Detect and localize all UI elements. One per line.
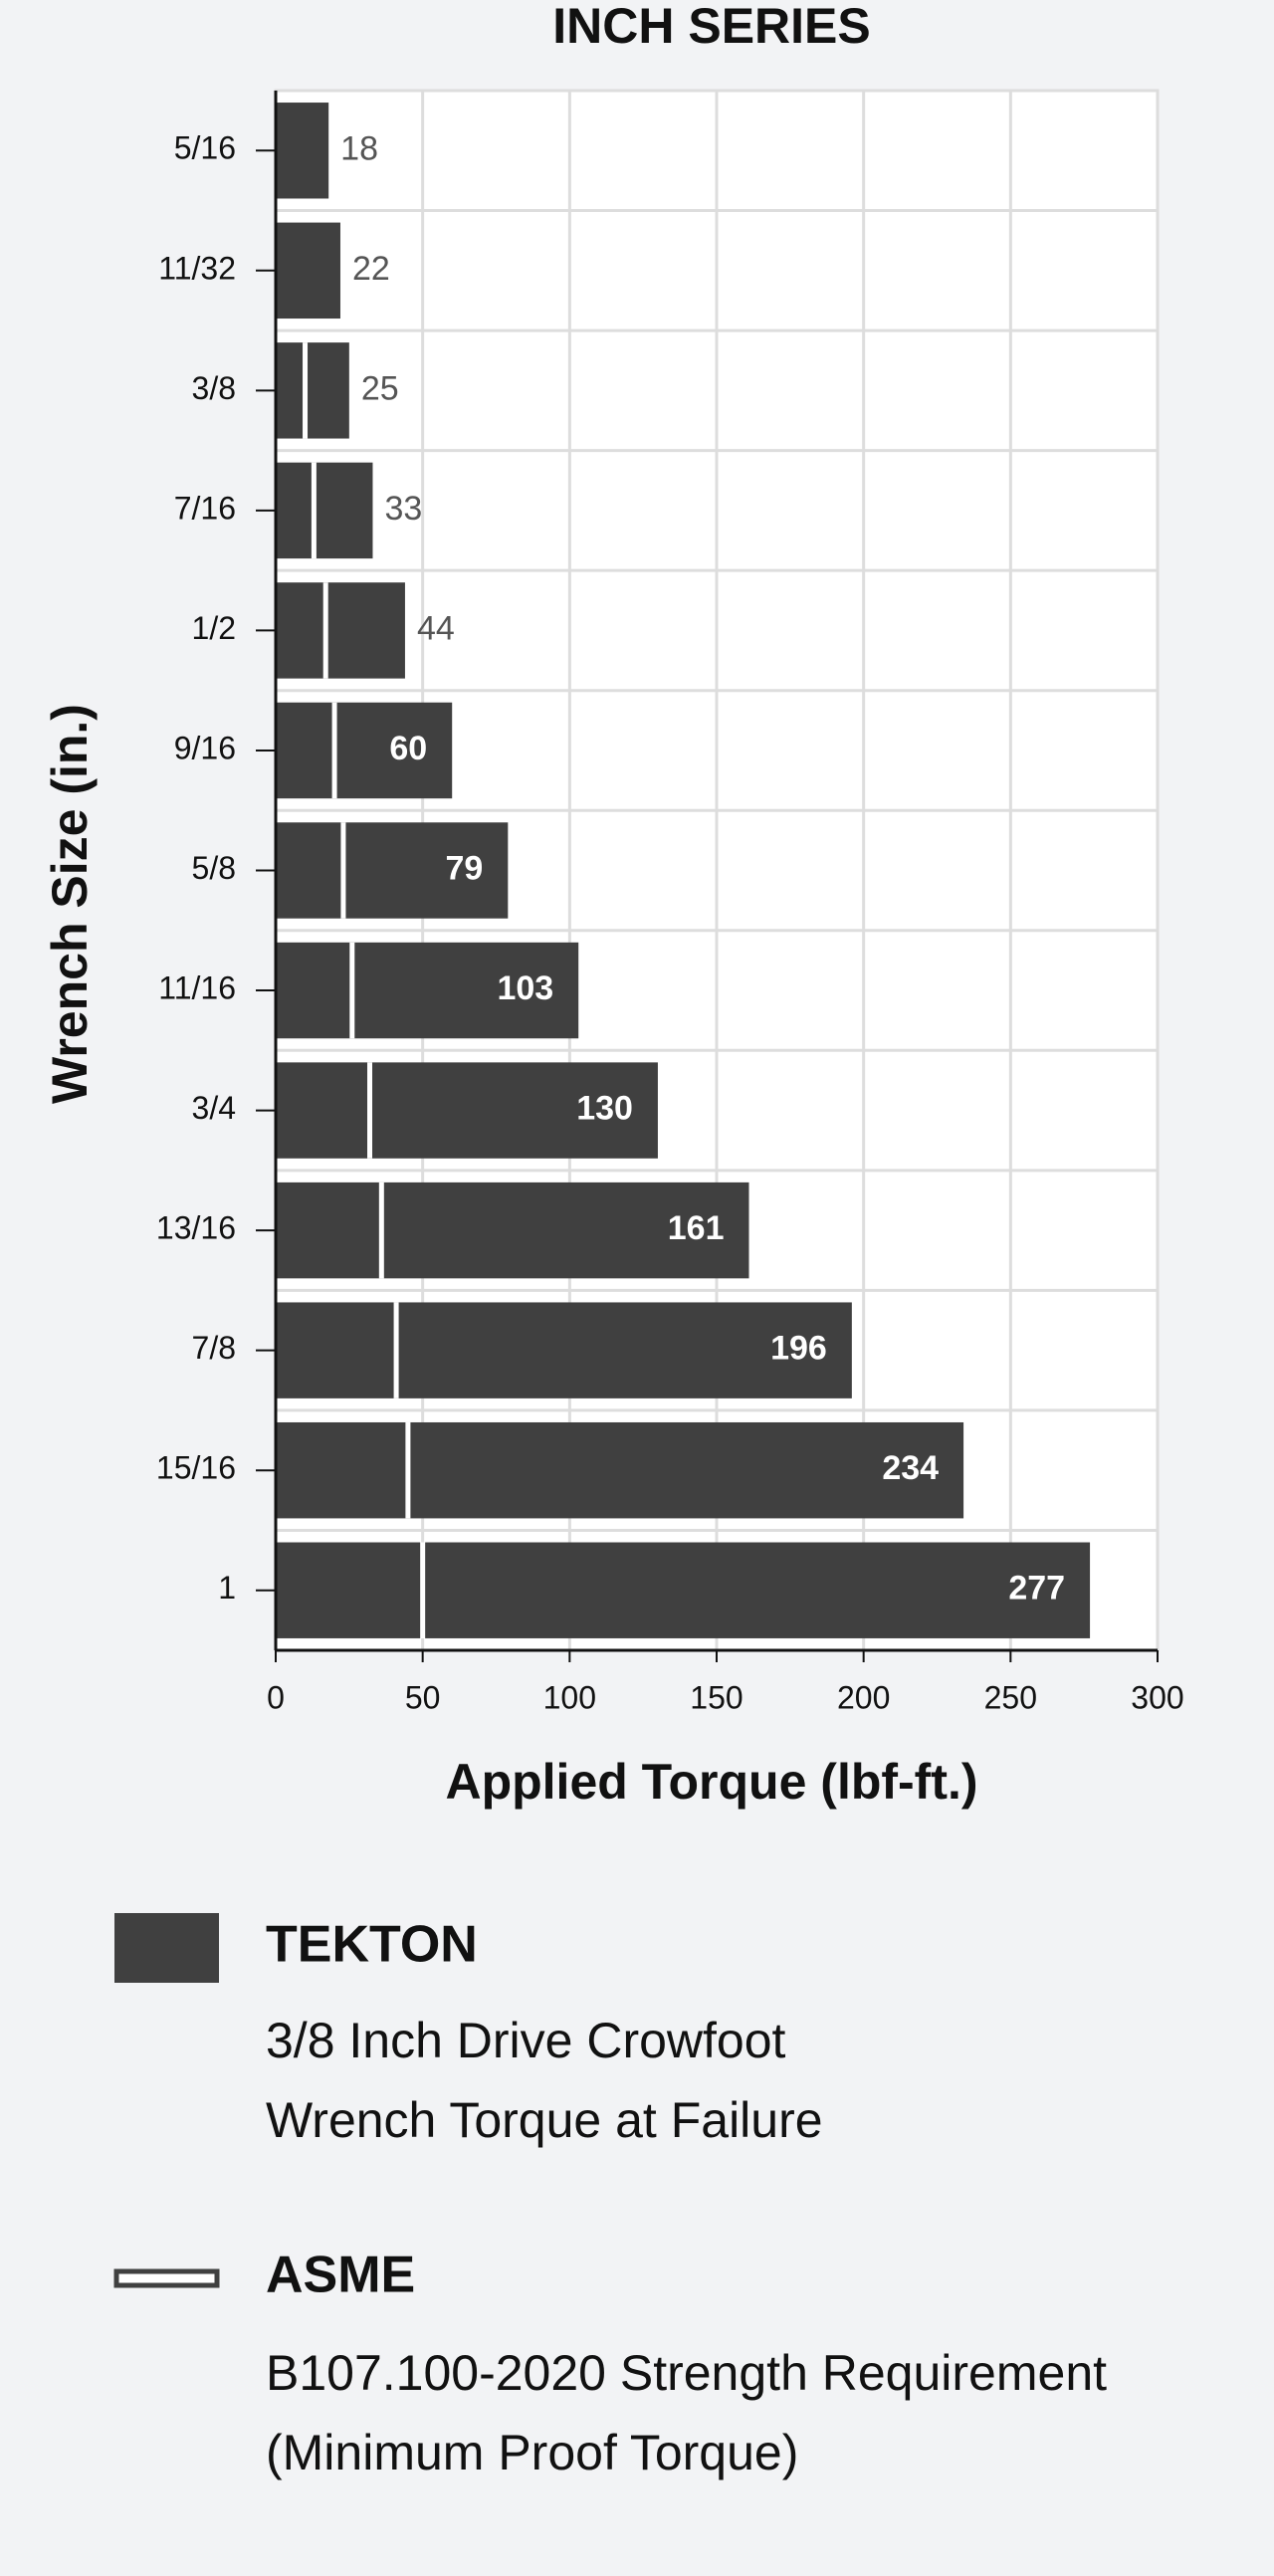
y-tick-label: 15/16 bbox=[156, 1450, 236, 1486]
data-label: 161 bbox=[668, 1209, 725, 1247]
x-tick-label: 200 bbox=[837, 1679, 890, 1715]
bar bbox=[276, 1421, 964, 1519]
x-tick-label: 250 bbox=[984, 1679, 1037, 1715]
x-tick-label: 150 bbox=[690, 1679, 743, 1715]
y-tick-label: 13/16 bbox=[156, 1210, 236, 1246]
legend-description: 3/8 Inch Drive Crowfoot bbox=[266, 2013, 786, 2068]
bar bbox=[276, 222, 340, 320]
bar bbox=[276, 582, 405, 679]
legend-swatch bbox=[114, 1913, 219, 1983]
bar bbox=[276, 702, 453, 799]
y-tick-label: 7/16 bbox=[174, 490, 236, 526]
bar bbox=[276, 342, 349, 439]
legend-swatch bbox=[113, 2268, 220, 2288]
y-tick-label: 9/16 bbox=[174, 730, 236, 765]
data-label: 33 bbox=[384, 490, 422, 528]
data-label: 277 bbox=[1008, 1570, 1065, 1608]
y-tick-label: 1 bbox=[218, 1570, 236, 1606]
data-label: 79 bbox=[445, 849, 483, 887]
y-tick-label: 1/2 bbox=[192, 610, 236, 646]
data-label: 60 bbox=[389, 730, 427, 767]
bar bbox=[276, 1542, 1091, 1638]
x-tick-label: 0 bbox=[267, 1679, 285, 1715]
x-tick-label: 100 bbox=[543, 1679, 596, 1715]
legend-description: (Minimum Proof Torque) bbox=[266, 2425, 798, 2480]
y-tick-label: 5/16 bbox=[174, 130, 236, 166]
y-tick-label: 3/4 bbox=[192, 1090, 236, 1126]
data-label: 196 bbox=[770, 1330, 827, 1368]
data-label: 22 bbox=[352, 250, 390, 288]
data-label: 234 bbox=[882, 1449, 939, 1487]
y-tick-label: 5/8 bbox=[192, 850, 236, 886]
data-label: 25 bbox=[361, 369, 399, 407]
bar bbox=[276, 1181, 749, 1279]
data-label: 103 bbox=[497, 969, 553, 1007]
y-tick-label: 11/16 bbox=[158, 969, 236, 1005]
data-label: 18 bbox=[340, 129, 378, 167]
x-axis-title: Applied Torque (lbf-ft.) bbox=[445, 1754, 977, 1810]
legend-name: ASME bbox=[266, 2247, 415, 2304]
y-tick-label: 3/8 bbox=[192, 370, 236, 406]
bar bbox=[276, 942, 579, 1039]
legend-description: Wrench Torque at Failure bbox=[266, 2092, 823, 2148]
bar bbox=[276, 462, 373, 559]
bar bbox=[276, 1062, 658, 1159]
bar bbox=[276, 1302, 852, 1398]
y-axis-title: Wrench Size (in.) bbox=[42, 704, 98, 1104]
legend-description: B107.100-2020 Strength Requirement bbox=[266, 2345, 1107, 2401]
chart-title: INCH SERIES bbox=[552, 0, 871, 54]
data-label: 44 bbox=[417, 609, 455, 647]
y-tick-label: 11/32 bbox=[158, 250, 236, 286]
x-tick-label: 50 bbox=[405, 1679, 441, 1715]
data-label: 130 bbox=[576, 1090, 633, 1128]
legend-name: TEKTON bbox=[266, 1916, 478, 1974]
bar bbox=[276, 822, 509, 919]
y-tick-label: 7/8 bbox=[192, 1330, 236, 1366]
x-tick-label: 300 bbox=[1131, 1679, 1183, 1715]
bar bbox=[276, 103, 329, 199]
